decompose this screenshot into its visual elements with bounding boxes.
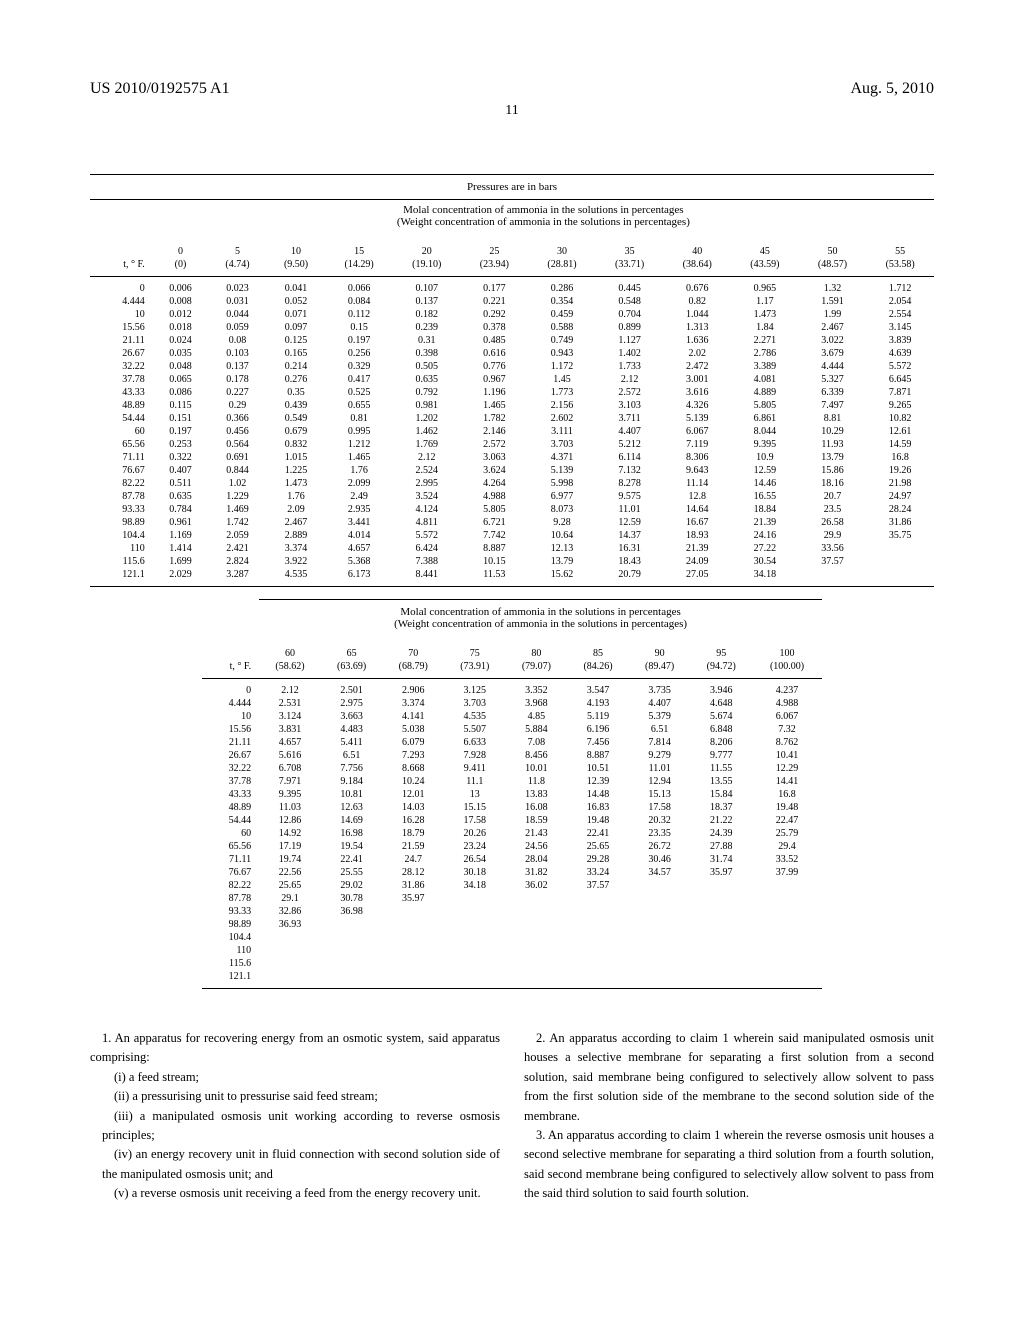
table-row: 93.330.7841.4692.092.9354.1245.8058.0731… [90,503,934,516]
claim-1-lead: 1. An apparatus for recovering energy fr… [90,1029,500,1068]
table-row: 98.8936.93 [202,918,822,931]
claim-1-v: (v) a reverse osmosis unit receiving a f… [90,1184,500,1203]
table-row: 103.1243.6634.1414.5354.855.1195.3795.67… [202,710,822,723]
table-row: 15.560.0180.0590.0970.150.2390.3780.5880… [90,321,934,334]
table-row: 98.890.9611.7422.4673.4414.8116.7219.281… [90,516,934,529]
claims-right-col: 2. An apparatus according to claim 1 whe… [524,1029,934,1203]
table-row: 15.563.8314.4835.0385.5075.8846.1966.516… [202,723,822,736]
table-row: 87.780.6351.2291.762.493.5244.9886.9779.… [90,490,934,503]
table-row: 82.2225.6529.0231.8634.1836.0237.57 [202,879,822,892]
table-row: 4.4440.0080.0310.0520.0840.1370.2210.354… [90,295,934,308]
table-row: 1101.4142.4213.3744.6576.4248.88712.1316… [90,542,934,555]
table-row: 26.670.0350.1030.1650.2560.3980.6160.943… [90,347,934,360]
table-row: 54.440.1510.3660.5490.811.2021.7822.6023… [90,412,934,425]
page-header: US 2010/0192575 A1 Aug. 5, 2010 [0,0,1024,108]
table-row: 600.1970.4560.6790.9951.4622.1463.1114.4… [90,425,934,438]
publication-number: US 2010/0192575 A1 [90,80,230,98]
table1-title: Pressures are in bars [90,175,934,200]
table-row: 110 [202,944,822,957]
table-row: 121.12.0293.2874.5356.1738.44111.5315.62… [90,568,934,587]
table-row: 76.670.4070.8441.2251.762.5243.6245.1397… [90,464,934,477]
pressure-table-2: Molal concentration of ammonia in the so… [202,599,822,989]
table-row: 6014.9216.9818.7920.2621.4322.4123.3524.… [202,827,822,840]
table-row: 115.61.6992.8243.9225.3687.38810.1513.79… [90,555,934,568]
table-row: 71.110.3220.6911.0151.4652.123.0634.3716… [90,451,934,464]
claims-section: 1. An apparatus for recovering energy fr… [90,1029,934,1203]
table-row: 100.0120.0440.0710.1120.1820.2920.4590.7… [90,308,934,321]
table-row: 54.4412.8614.6916.2817.5818.5919.4820.32… [202,814,822,827]
table-row: 26.675.6166.517.2937.9288.4568.8879.2799… [202,749,822,762]
claims-left-col: 1. An apparatus for recovering energy fr… [90,1029,500,1203]
table-row: 4.4442.5312.9753.3743.7033.9684.1934.407… [202,697,822,710]
table-row: 65.5617.1919.5421.5923.2424.5625.6526.72… [202,840,822,853]
publication-date: Aug. 5, 2010 [850,80,934,98]
table-row: 48.890.1150.290.4390.6550.9811.4652.1563… [90,399,934,412]
table-row: 02.122.5012.9063.1253.3523.5473.7353.946… [202,679,822,698]
table-row: 93.3332.8636.98 [202,905,822,918]
pressure-table-1: Pressures are in bars Molal concentratio… [90,174,934,587]
table-row: 104.41.1692.0592.8894.0145.5727.74210.64… [90,529,934,542]
table1-container: Pressures are in bars Molal concentratio… [90,174,934,587]
claim-1-iv: (iv) an energy recovery unit in fluid co… [90,1145,500,1184]
table-row: 21.114.6575.4116.0796.6337.087.4567.8148… [202,736,822,749]
table-row: 104.4 [202,931,822,944]
table-row: 65.560.2530.5640.8321.2121.7692.5723.703… [90,438,934,451]
table-row: 37.780.0650.1780.2760.4170.6350.9671.452… [90,373,934,386]
table-row: 43.339.39510.8112.011313.8314.4815.1315.… [202,788,822,801]
table-row: 00.0060.0230.0410.0660.1070.1770.2860.44… [90,277,934,296]
claim-2: 2. An apparatus according to claim 1 whe… [524,1029,934,1126]
page-number: 11 [0,103,1024,119]
table-row: 76.6722.5625.5528.1230.1831.8233.2434.57… [202,866,822,879]
claim-1-iii: (iii) a manipulated osmosis unit working… [90,1107,500,1146]
table-row: 87.7829.130.7835.97 [202,892,822,905]
table-row: 37.787.9719.18410.2411.111.812.3912.9413… [202,775,822,788]
table-row: 71.1119.7422.4124.726.5428.0429.2830.463… [202,853,822,866]
table2-container: Molal concentration of ammonia in the so… [202,599,822,989]
table-row: 32.226.7087.7568.6689.41110.0110.5111.01… [202,762,822,775]
claim-1-i: (i) a feed stream; [90,1068,500,1087]
table-row: 115.6 [202,957,822,970]
table-row: 32.220.0480.1370.2140.3290.5050.7761.172… [90,360,934,373]
table2-sub: Molal concentration of ammonia in the so… [259,600,822,641]
table-row: 48.8911.0312.6314.0315.1516.0816.8317.58… [202,801,822,814]
table-row: 43.330.0860.2270.350.5250.7921.1961.7732… [90,386,934,399]
table1-sub1: Molal concentration of ammonia in the so… [153,200,934,239]
table-row: 82.220.5111.021.4732.0992.9954.2645.9988… [90,477,934,490]
claim-3: 3. An apparatus according to claim 1 whe… [524,1126,934,1204]
table-row: 121.1 [202,970,822,989]
table-row: 21.110.0240.080.1250.1970.310.4850.7491.… [90,334,934,347]
claim-1-ii: (ii) a pressurising unit to pressurise s… [90,1087,500,1106]
